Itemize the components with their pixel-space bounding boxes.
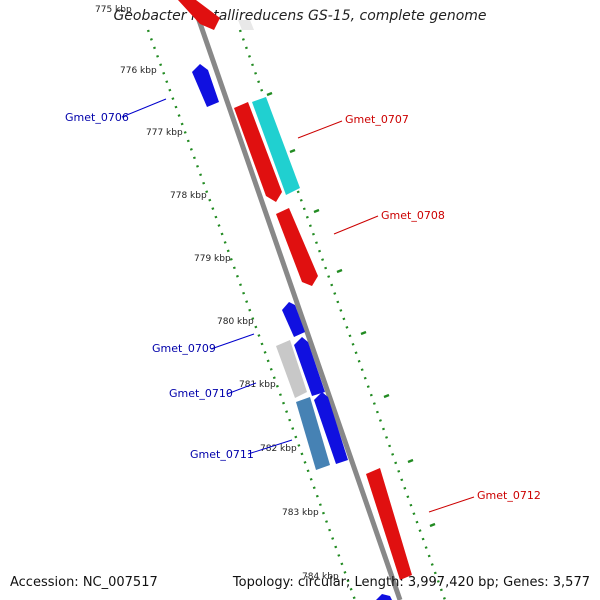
tick-label-779: 779 kbp bbox=[194, 254, 231, 264]
gene-arrow-partial-top bbox=[178, 0, 220, 30]
feature-steel-0711[interactable] bbox=[296, 397, 330, 470]
tick-label-776: 776 kbp bbox=[120, 66, 157, 76]
tick-label-784: 784 kbp bbox=[302, 572, 339, 582]
tick-label-778: 778 kbp bbox=[170, 191, 207, 201]
tick-label-775: 775 kbp bbox=[95, 5, 132, 15]
feature-light-0710[interactable] bbox=[276, 340, 307, 398]
tick-labels: 775 kbp 776 kbp 777 kbp 778 kbp 779 kbp … bbox=[95, 5, 339, 582]
label-gmet-0709: Gmet_0709 bbox=[152, 342, 216, 355]
inner-dotted-track bbox=[146, 29, 357, 600]
label-gmet-0708: Gmet_0708 bbox=[381, 209, 445, 222]
feature-light-partial-top bbox=[238, 20, 254, 30]
tick-label-782: 782 kbp bbox=[260, 444, 297, 454]
genome-summary-text: Topology: circular; Length: 3,997,420 bp… bbox=[232, 575, 590, 590]
genome-backbone bbox=[189, 0, 403, 600]
gene-arrow-gmet-0708[interactable] bbox=[276, 208, 318, 286]
gene-arrow-gmet-0712[interactable] bbox=[366, 468, 412, 580]
label-gmet-0710: Gmet_0710 bbox=[169, 387, 233, 400]
tick-label-783: 783 kbp bbox=[282, 508, 319, 518]
gene-arrow-gmet-0710[interactable] bbox=[294, 337, 325, 396]
gene-arrow-partial-bottom bbox=[376, 594, 392, 600]
tick-label-780: 780 kbp bbox=[217, 317, 254, 327]
gene-arrow-gmet-0711[interactable] bbox=[314, 392, 348, 464]
tick-label-781: 781 kbp bbox=[239, 380, 276, 390]
label-gmet-0707: Gmet_0707 bbox=[345, 113, 409, 126]
gene-arrow-gmet-0709[interactable] bbox=[282, 302, 305, 337]
label-gmet-0711: Gmet_0711 bbox=[190, 448, 254, 461]
label-gmet-0712: Gmet_0712 bbox=[477, 489, 541, 502]
label-gmet-0706: Gmet_0706 bbox=[65, 111, 129, 124]
gene-arrow-gmet-0707[interactable] bbox=[234, 102, 282, 202]
gene-labels: Gmet_0706 Gmet_0707 Gmet_0708 Gmet_0709 … bbox=[65, 98, 541, 513]
gene-arrow-gmet-0706[interactable] bbox=[192, 64, 219, 107]
outer-tick-marks bbox=[266, 91, 436, 528]
tick-label-777: 777 kbp bbox=[146, 128, 183, 138]
accession-text: Accession: NC_007517 bbox=[10, 575, 158, 590]
feature-cyan-0707[interactable] bbox=[252, 97, 300, 195]
